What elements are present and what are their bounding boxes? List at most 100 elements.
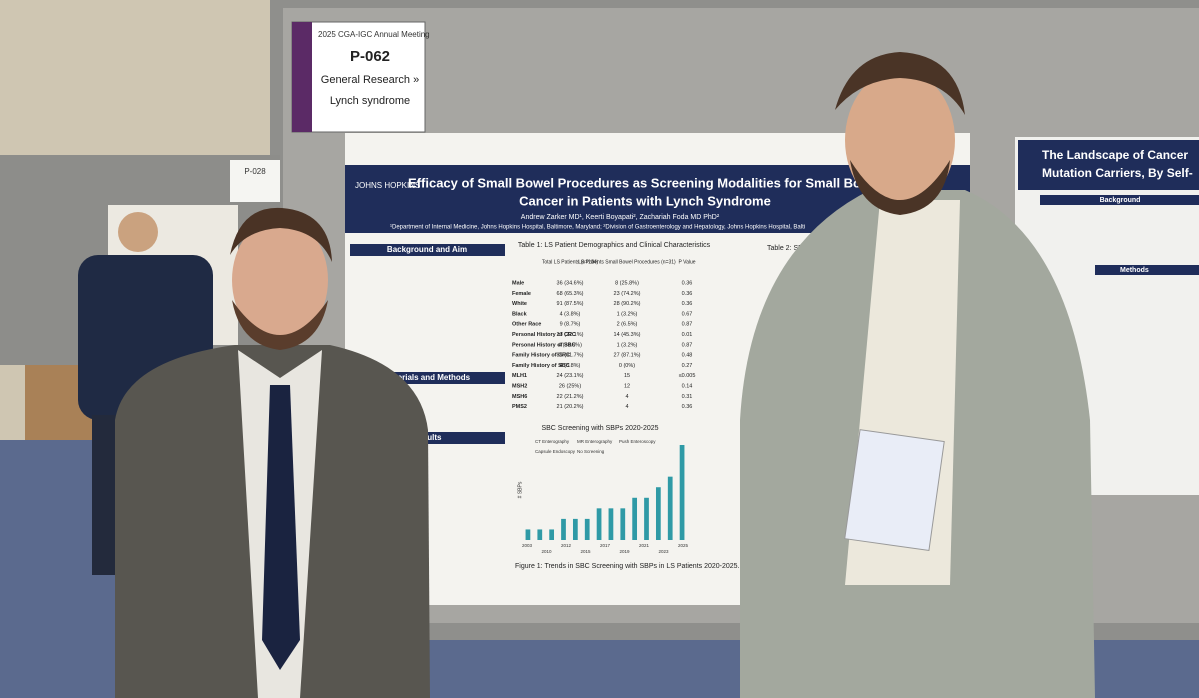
table-cell: 12 [624,383,630,389]
person-left [115,207,430,698]
table-cell: 28 (90.2%) [614,301,641,307]
x-tick-label: 2019 [619,549,630,554]
table-cell: 24 (23.1%) [557,373,584,379]
poster-title: Cancer in Patients with Lynch Syndrome [519,193,771,208]
table-cell: 0.87 [682,322,693,328]
table-row-label: Family History of SBC [512,363,570,369]
table-row-label: Other Race [512,322,541,328]
table-row-label: MSH2 [512,383,527,389]
table-cell: 0.14 [682,383,693,389]
table-cell: 0.31 [682,394,693,400]
table-header: Total LS Patients (n=104) [542,259,599,265]
sign-stripe [292,22,312,132]
bar [549,529,555,540]
table-1: Total LS Patients (n=104)LS Patients Sma… [512,259,696,410]
bar [667,476,673,540]
bar [655,487,661,540]
bar [644,497,649,540]
table-cell: 0.36 [682,301,693,307]
person-right [740,52,1095,698]
figure-title: SBC Screening with SBPs 2020-2025 [541,425,658,432]
table-cell: 4 [625,394,628,400]
sign-code: P-062 [350,48,390,65]
x-tick-label: 2021 [639,543,650,548]
bar [561,518,566,540]
table-row-label: Personal History of SBC [512,342,576,348]
table-cell: 91 (87.5%) [557,301,584,307]
table-cell: ≤0.005 [679,373,696,379]
table-row-label: Female [512,291,531,297]
table-cell: 2 (6.5%) [617,322,638,328]
table-cell: 26 (25%) [559,383,581,389]
bar [596,508,602,540]
table-row-label: MLH1 [512,373,527,379]
table-row-label: Male [512,280,524,286]
table-cell: 68 (65.3%) [557,291,584,297]
bar [632,497,638,540]
table-cell: 4 [625,404,628,410]
table-cell: 0.48 [682,353,693,359]
right-poster-title: The Landscape of Cancer [1042,148,1188,162]
x-tick-label: 2025 [678,543,689,548]
right-poster-title: Mutation Carriers, By Self- [1042,166,1193,180]
bar [620,508,626,540]
bar [584,518,590,540]
table-row-label: Personal History of CRC [512,332,576,338]
table-cell: 27 (87.1%) [614,353,641,359]
sign-track: General Research » [321,74,419,86]
bar [679,445,685,540]
table-cell: 0.87 [682,342,693,348]
table-row-label: Family History of CRC [512,353,570,359]
x-tick-label: 2010 [541,549,552,554]
right-section: Methods [1120,267,1149,274]
sign [291,21,426,133]
legend-entry: No Screening [577,449,605,454]
table-cell: 1 (3.2%) [617,311,638,317]
table-cell: 0.36 [682,291,693,297]
affiliations: ¹Department of Internal Medicine, Johns … [390,225,805,231]
figure-1: CT Enterography MR Enterography Push Enter… [517,439,688,554]
table2-caption: Table 2: SBC Scr [767,245,821,252]
table-cell: 0.01 [682,332,693,338]
section-title: Background and Aim [387,245,467,254]
table-cell: 9 (8.7%) [560,322,581,328]
x-tick-label: 2012 [561,543,572,548]
table-cell: 8 (25.8%) [615,280,639,286]
bar [525,529,531,540]
table-cell: 36 (34.6%) [557,280,584,286]
table-cell: 0.27 [682,363,693,369]
x-tick-label: 2023 [658,549,669,554]
bar [608,508,614,540]
table-cell: 0 (0%) [619,363,635,369]
table-cell: 14 (45.3%) [614,332,641,338]
figure-caption: Figure 1: Trends in SBC Screening with S… [515,563,740,570]
sign-topic: Lynch syndrome [330,95,410,107]
right-section: Background [1100,197,1141,204]
table-cell: 0.36 [682,404,693,410]
table-cell: 1 (3.2%) [617,342,638,348]
table-cell: 4 (3.8%) [560,363,581,369]
table-cell: 4 (3.8%) [560,311,581,317]
table-caption: Table 1: LS Patient Demographics and Cli… [518,242,711,249]
table-cell: 23 (22.1%) [557,332,584,338]
table-cell: 22 (21.2%) [557,394,584,400]
table-cell: 15 [624,373,630,379]
x-tick-label: 2015 [580,549,591,554]
x-tick-label: 2003 [522,543,533,548]
legend-entry: Capsule Endoscopy [535,449,576,454]
table-row-label: Black [512,311,528,317]
sign-meeting: 2025 CGA-IGC Annual Meeting [318,30,430,39]
table-cell: 0.67 [682,311,693,317]
institution: JOHNS HOPKINS [355,181,420,190]
x-tick-label: 2017 [600,543,611,548]
table-header: LS Patients Small Bowel Procedures (n=31… [578,259,676,265]
table-header: P Value [678,259,695,265]
right-section-header [1095,265,1199,275]
table-cell: 0.36 [682,280,693,286]
legend-entry: Push Enteroscopy [619,439,656,444]
table-cell: 23 (74.2%) [614,291,641,297]
table-row-label: MSH6 [512,394,527,400]
table-cell: 21 (20.2%) [557,404,584,410]
